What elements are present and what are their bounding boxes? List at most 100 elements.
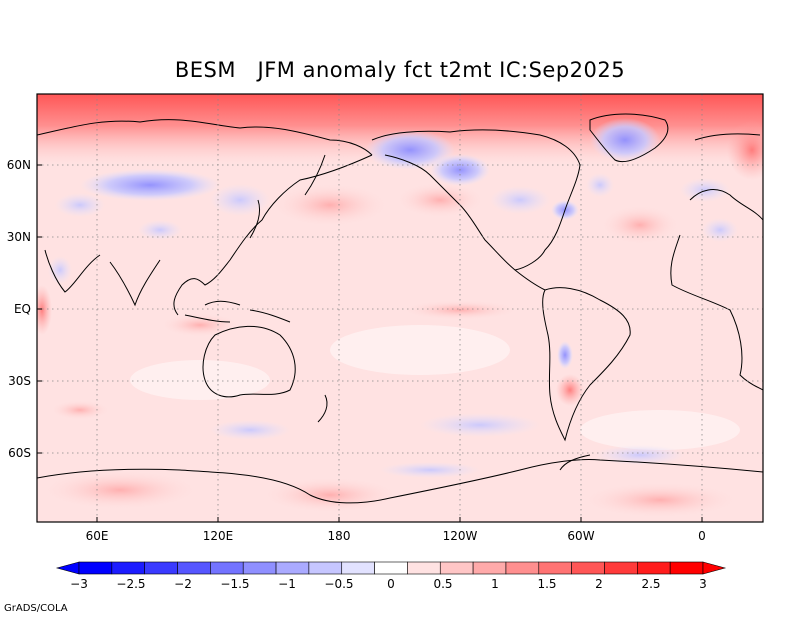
- lat-label-30n: 30N: [7, 230, 31, 244]
- cold-patch-nw-us: [490, 186, 550, 214]
- coast-india: [109, 259, 161, 307]
- colorbar-label: −0.5: [324, 577, 353, 591]
- warm-patch: [260, 477, 400, 513]
- lat-label-30s: 30S: [8, 374, 31, 388]
- coast-antarctic-peninsula: [559, 454, 591, 471]
- lat-label-60n: 60N: [7, 158, 31, 172]
- lon-label-60w: 60W: [567, 529, 594, 543]
- cold-patch-pacific: [420, 413, 540, 437]
- warm-patch: [37, 285, 52, 335]
- colorbar-swatch: [144, 561, 178, 575]
- cold-patch-africa: [702, 218, 738, 242]
- colorbar-swatch: [210, 561, 244, 575]
- warm-patch: [395, 182, 485, 218]
- colorbar-swatch: [374, 561, 408, 575]
- lon-label-120e: 120E: [203, 529, 234, 543]
- warm-patch: [270, 183, 390, 227]
- coast-australia: [202, 325, 296, 398]
- colorbar-swatch: [341, 561, 375, 575]
- colorbar-arrow-high: [702, 561, 727, 575]
- cold-patch-siberia: [210, 184, 270, 216]
- colorbar-swatch: [242, 561, 277, 575]
- coast-japan: [249, 199, 261, 239]
- lat-label-eq: EQ: [14, 302, 31, 316]
- cold-patch-pacific: [210, 420, 290, 440]
- cold-patch-arabia: [48, 256, 72, 284]
- anomaly-field: [37, 94, 763, 522]
- coast-east-asia: [173, 154, 373, 316]
- coast-south-america: [542, 287, 631, 442]
- lon-label-180: 180: [328, 529, 351, 543]
- lat-labels: 60N 30N EQ 30S 60S: [7, 158, 31, 460]
- cold-patch-labrador: [586, 173, 614, 197]
- colorbar-swatch: [669, 561, 704, 575]
- colorbar-swatch: [275, 561, 310, 575]
- lon-label-0: 0: [698, 529, 706, 543]
- lon-labels: 60E 120E 180 120W 60W 0: [86, 529, 706, 543]
- credit-text: GrADS/COLA: [4, 603, 68, 614]
- colorbar-label: −1.5: [220, 577, 249, 591]
- lon-label-60e: 60E: [86, 529, 109, 543]
- cold-patch-europe: [680, 178, 730, 202]
- neutral-patch: [130, 360, 270, 400]
- coast-arabia: [44, 249, 101, 293]
- colorbar-swatch: [538, 561, 572, 575]
- figure-title: BESM JFM anomaly fct t2mt IC:Sep2025: [174, 58, 626, 82]
- coast-antarctica: [37, 459, 763, 504]
- colorbar-swatch: [78, 561, 113, 575]
- colorbar-label: 1: [491, 577, 499, 591]
- cold-patch-kazakh: [55, 193, 105, 217]
- colorbar-arrow-low: [55, 561, 80, 575]
- colorbar-swatch: [308, 561, 343, 575]
- map-frame: [36, 93, 764, 523]
- colorbar-label: −3: [70, 577, 88, 591]
- colorbar-label: 0: [387, 577, 395, 591]
- coast-eurasia-north: [37, 119, 373, 156]
- neutral-patch: [330, 325, 510, 375]
- colorbar-label: 2.5: [641, 577, 660, 591]
- colorbar-label: −2: [174, 577, 192, 591]
- colorbar-swatch: [604, 561, 638, 575]
- colorbar-swatch: [407, 561, 441, 575]
- coast-central-america: [514, 269, 546, 291]
- warm-patch: [727, 120, 763, 180]
- warm-patch: [40, 470, 200, 510]
- coast-indonesia: [184, 300, 291, 323]
- colorbar-swatch: [571, 561, 605, 575]
- colorbar-swatch: [472, 561, 507, 575]
- tick-marks: [37, 164, 703, 522]
- cold-patch-south-atlantic: [595, 445, 685, 465]
- colorbar-label: 2: [595, 577, 603, 591]
- cold-patch-siberia: [80, 169, 220, 201]
- colorbar: −3 −2.5 −2 −1.5 −1 −0.5 0 0.5 1 1.5 2 2.5 3: [55, 561, 727, 591]
- coast-europe-africa: [670, 133, 763, 391]
- colorbar-swatch: [637, 561, 671, 575]
- colorbar-swatch: [177, 561, 211, 575]
- warm-patch: [600, 205, 680, 245]
- graticule: [37, 94, 763, 522]
- colorbar-label: 0.5: [433, 577, 452, 591]
- colorbar-label: −1: [278, 577, 296, 591]
- coast-north-america: [371, 129, 581, 271]
- warm-patch: [556, 374, 584, 406]
- colorbar-swatch: [111, 561, 145, 575]
- cold-patch-andes: [557, 341, 573, 369]
- lon-label-120w: 120W: [443, 529, 478, 543]
- colorbar-label: −2.5: [116, 577, 145, 591]
- neutral-patch: [580, 410, 740, 450]
- colorbar-label: 1.5: [537, 577, 556, 591]
- lat-label-60s: 60S: [8, 446, 31, 460]
- coast-new-zealand: [317, 394, 328, 423]
- warm-patch: [50, 400, 110, 420]
- cold-patch-tibet: [138, 220, 182, 240]
- cold-patch-south-ocean: [380, 462, 480, 478]
- colorbar-swatch: [505, 561, 540, 575]
- coastlines: [37, 113, 763, 504]
- coast-greenland: [589, 113, 669, 163]
- colorbar-swatch: [439, 561, 474, 575]
- colorbar-label: 3: [699, 577, 707, 591]
- coast-kamchatka: [304, 154, 326, 196]
- cold-patch-greenland: [590, 118, 660, 162]
- cold-patch-alaska: [365, 130, 455, 170]
